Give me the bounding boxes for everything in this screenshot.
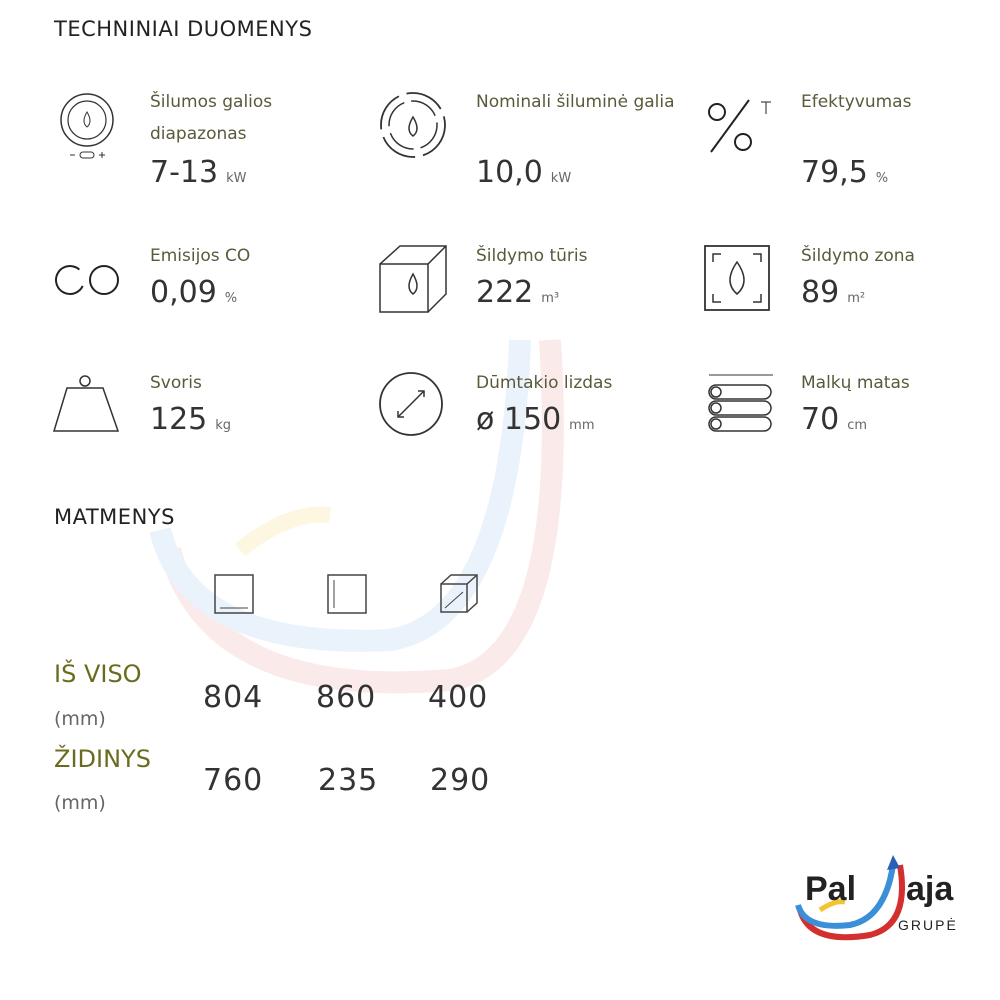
heating-zone-icon — [704, 245, 770, 311]
nominal-power-icon — [380, 92, 446, 158]
heating-volume-cube-icon — [379, 245, 447, 313]
spec-unit: kg — [215, 418, 232, 433]
spec-item: Emisijos CO 0,09% — [52, 240, 352, 360]
spec-item: Nominali šiluminė galia 10,0 kW — [378, 86, 678, 206]
spec-label: Nominali šiluminė galia — [476, 92, 675, 112]
spec-label: Šildymo tūris — [476, 246, 588, 266]
svg-text:GRUPĖ: GRUPĖ — [898, 916, 958, 933]
spec-item: Šilumos galios diapazonas 7-13 kW — [52, 86, 352, 206]
spec-value: 70 cm — [801, 403, 867, 443]
flue-diameter-icon — [379, 372, 443, 436]
spec-number: 7-13 — [150, 155, 219, 190]
firebox-height: 235 — [318, 763, 379, 798]
spec-item: Malkų matas 70 cm — [703, 367, 1000, 487]
firebox-depth: 290 — [430, 763, 491, 798]
spec-value: 125 kg — [150, 403, 231, 443]
row-unit-total: (mm) — [54, 708, 106, 730]
spec-value: 222 m³ — [476, 276, 559, 316]
spec-number: 70 — [801, 402, 840, 437]
spec-value: 0,09% — [150, 276, 237, 316]
spec-label: Dūmtakio lizdas — [476, 373, 613, 393]
spec-label: Malkų matas — [801, 373, 910, 393]
svg-text:Pal: Pal — [805, 870, 856, 908]
spec-label: Šildymo zona — [801, 246, 915, 266]
row-label-firebox: ŽIDINYS — [54, 745, 151, 773]
spec-number: ø 150 — [476, 402, 562, 437]
weight-icon — [52, 375, 120, 432]
spec-value: 79,5% — [801, 156, 888, 196]
spec-number: 222 — [476, 275, 534, 310]
svg-text:aja: aja — [906, 870, 954, 908]
height-dimension-icon — [327, 574, 367, 614]
firewood-icon — [708, 374, 773, 432]
spec-number: 89 — [801, 275, 840, 310]
power-range-icon — [60, 93, 114, 159]
spec-number: 10,0 — [476, 155, 543, 190]
spec-item: Svoris 125 kg — [52, 367, 352, 487]
spec-unit: cm — [847, 418, 867, 433]
co-icon — [55, 265, 119, 295]
spec-unit: kW — [226, 171, 247, 186]
row-label-total: IŠ VISO — [54, 660, 142, 688]
spec-unit: kW — [550, 171, 572, 186]
spec-label: Efektyvumas — [801, 92, 912, 112]
spec-label: Šilumos galios diapazonas — [150, 92, 273, 144]
spec-unit: m³ — [541, 291, 560, 306]
spec-unit: % — [224, 291, 238, 306]
spec-value: 89 m² — [801, 276, 865, 316]
spec-number: 79,5 — [801, 155, 868, 190]
depth-dimension-icon — [440, 574, 478, 613]
spec-value: 7-13 kW — [150, 156, 246, 196]
heading-technical-data: TECHNINIAI DUOMENYS — [54, 17, 313, 41]
spec-item: Šildymo zona 89 m² — [703, 240, 1000, 360]
spec-unit: % — [875, 171, 889, 186]
company-logo: Pal aja GRUPĖ — [795, 855, 958, 941]
heading-dimensions: MATMENYS — [54, 505, 175, 529]
row-unit-firebox: (mm) — [54, 792, 106, 814]
total-depth: 400 — [428, 680, 489, 715]
spec-unit: mm — [569, 418, 595, 433]
spec-unit: m² — [847, 291, 866, 306]
spec-label: Emisijos CO — [150, 246, 251, 266]
spec-number: 125 — [150, 402, 208, 437]
spec-item: Efektyvumas 79,5% — [703, 86, 1000, 206]
total-width: 804 — [203, 680, 264, 715]
spec-item: Šildymo tūris 222 m³ — [378, 240, 678, 360]
spec-number: 0,09 — [150, 275, 217, 310]
total-height: 860 — [316, 680, 377, 715]
watermark — [150, 339, 564, 694]
width-dimension-icon — [214, 574, 254, 614]
spec-label: Svoris — [150, 373, 202, 393]
spec-value: ø 150 mm — [476, 403, 594, 443]
spec-item: Dūmtakio lizdas ø 150 mm — [378, 367, 678, 487]
percent-icon — [708, 99, 771, 153]
spec-value: 10,0 kW — [476, 156, 571, 196]
firebox-width: 760 — [203, 763, 264, 798]
